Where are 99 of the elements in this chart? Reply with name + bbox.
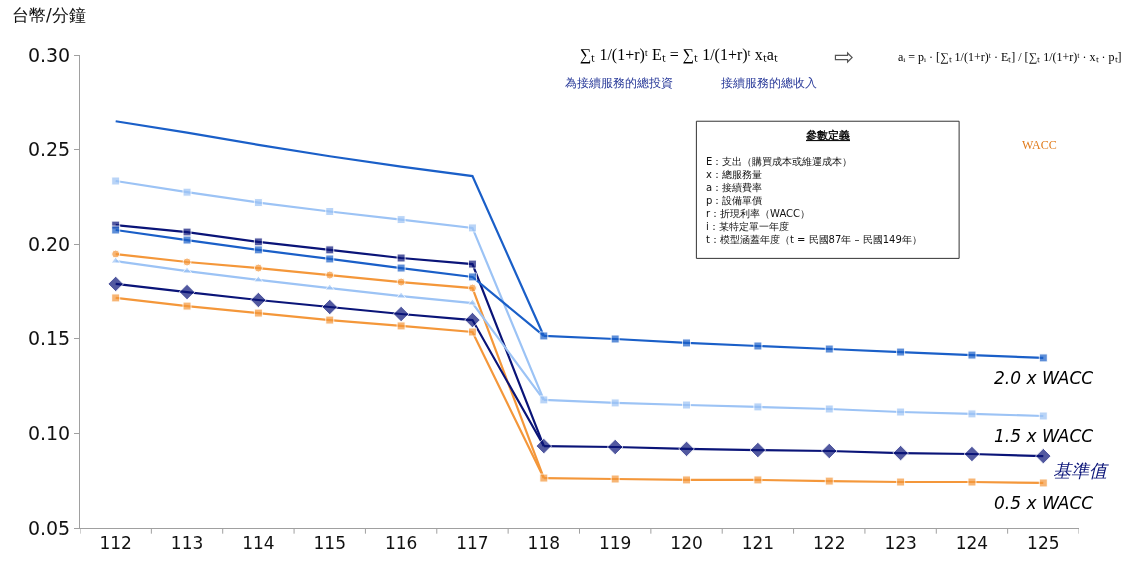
point	[610, 474, 620, 484]
x-tick-label: 115	[313, 533, 346, 554]
point	[392, 305, 410, 323]
point	[820, 442, 838, 460]
point	[535, 437, 553, 455]
point	[182, 301, 192, 311]
point	[824, 404, 834, 414]
point	[963, 445, 981, 463]
point	[753, 475, 763, 485]
y-tick-label: 0.30	[27, 43, 71, 66]
point	[253, 308, 263, 318]
x-tick-label: 116	[384, 533, 418, 554]
point	[396, 321, 406, 331]
point	[824, 476, 834, 486]
x-tick-label: 117	[456, 533, 489, 554]
point	[753, 402, 763, 412]
y-tick-label: 0.10	[27, 422, 71, 445]
y-tick-label: 0.25	[27, 138, 71, 161]
annotation: 參數定義	[805, 129, 850, 142]
point	[325, 315, 335, 325]
point	[682, 338, 692, 348]
annotation: E：支出（購買成本或維運成本） x：總服務量 a：接續費率 p：設備單價 r：折現利率（WACC） i：某特定單一年度 t：模型涵蓋年度（t = 民國87年 – 民國149年）	[706, 156, 922, 245]
point	[896, 477, 906, 487]
point	[1038, 411, 1048, 421]
point	[610, 334, 620, 344]
point	[682, 400, 692, 410]
series-label: 基準值	[1053, 460, 1109, 481]
point	[1038, 478, 1048, 488]
y-tick-label: 0.20	[27, 232, 71, 255]
point	[111, 176, 121, 186]
point	[967, 409, 977, 419]
annotation: aᵢ = pᵢ · [∑ₜ 1/(1+r)ᵗ · Eₜ] / [∑ₜ 1/(1+r)ᵗ · xₜ · pₜ]	[898, 50, 1122, 64]
x-tick-label: 113	[170, 533, 204, 554]
x-tick-label: 112	[99, 533, 132, 554]
series-label: 0.5 x WACC	[994, 493, 1094, 513]
x-tick-label: 120	[670, 533, 703, 554]
point	[682, 475, 692, 485]
point	[896, 407, 906, 417]
x-tick-label: 118	[527, 533, 561, 554]
point	[325, 254, 335, 264]
point	[321, 298, 339, 316]
y-tick-label: 0.05	[27, 516, 71, 539]
point	[250, 291, 267, 309]
point	[253, 275, 264, 283]
annotation: WACC	[1022, 138, 1057, 152]
x-tick-label: 121	[741, 533, 775, 554]
point	[467, 283, 477, 293]
point	[467, 259, 477, 269]
point	[182, 257, 192, 267]
point	[610, 398, 620, 408]
point	[467, 272, 477, 282]
point	[182, 235, 192, 245]
point	[325, 245, 335, 255]
point	[678, 440, 695, 458]
annotation: ∑ₜ 1/(1+r)ᵗ Eₜ = ∑ₜ 1/(1+r)ᵗ xₜaₜ	[580, 46, 778, 64]
point	[253, 245, 263, 255]
x-tick-label: 124	[955, 533, 989, 554]
point	[253, 263, 263, 273]
point	[111, 293, 121, 303]
series-label: 1.5 x WACC	[994, 426, 1094, 446]
point	[396, 263, 406, 273]
point	[539, 331, 549, 341]
y-axis-title: 台幣/分鐘	[12, 5, 86, 25]
x-tick-label: 122	[813, 533, 846, 554]
point	[539, 473, 549, 483]
point	[111, 225, 121, 235]
point	[606, 438, 624, 456]
point	[753, 341, 763, 351]
point	[253, 237, 263, 247]
point	[896, 347, 906, 357]
point	[467, 223, 477, 233]
x-tick-label: 123	[884, 533, 917, 554]
y-tick-label: 0.15	[27, 327, 71, 350]
point	[467, 327, 477, 337]
point	[107, 275, 124, 293]
point	[892, 444, 909, 462]
point	[467, 298, 478, 306]
point	[1035, 447, 1052, 465]
point	[111, 249, 121, 259]
annotation: 接續服務的總收入	[721, 76, 817, 90]
point	[182, 187, 192, 197]
point	[396, 253, 406, 263]
annotation: 為接續服務的總投資	[565, 76, 673, 90]
point	[182, 227, 192, 237]
point	[749, 441, 767, 459]
x-tick-label: 125	[1027, 533, 1060, 554]
point	[464, 311, 481, 329]
point	[824, 344, 834, 354]
point	[178, 283, 196, 301]
point	[967, 477, 977, 487]
x-tick-label: 114	[242, 533, 275, 554]
series-label: 2.0 x WACC	[994, 368, 1094, 388]
point	[1038, 353, 1048, 363]
point	[539, 395, 549, 405]
point	[967, 350, 977, 360]
point	[325, 270, 335, 280]
point	[396, 277, 406, 287]
annotation: ⇨	[834, 43, 855, 71]
x-tick-label: 119	[598, 533, 632, 554]
